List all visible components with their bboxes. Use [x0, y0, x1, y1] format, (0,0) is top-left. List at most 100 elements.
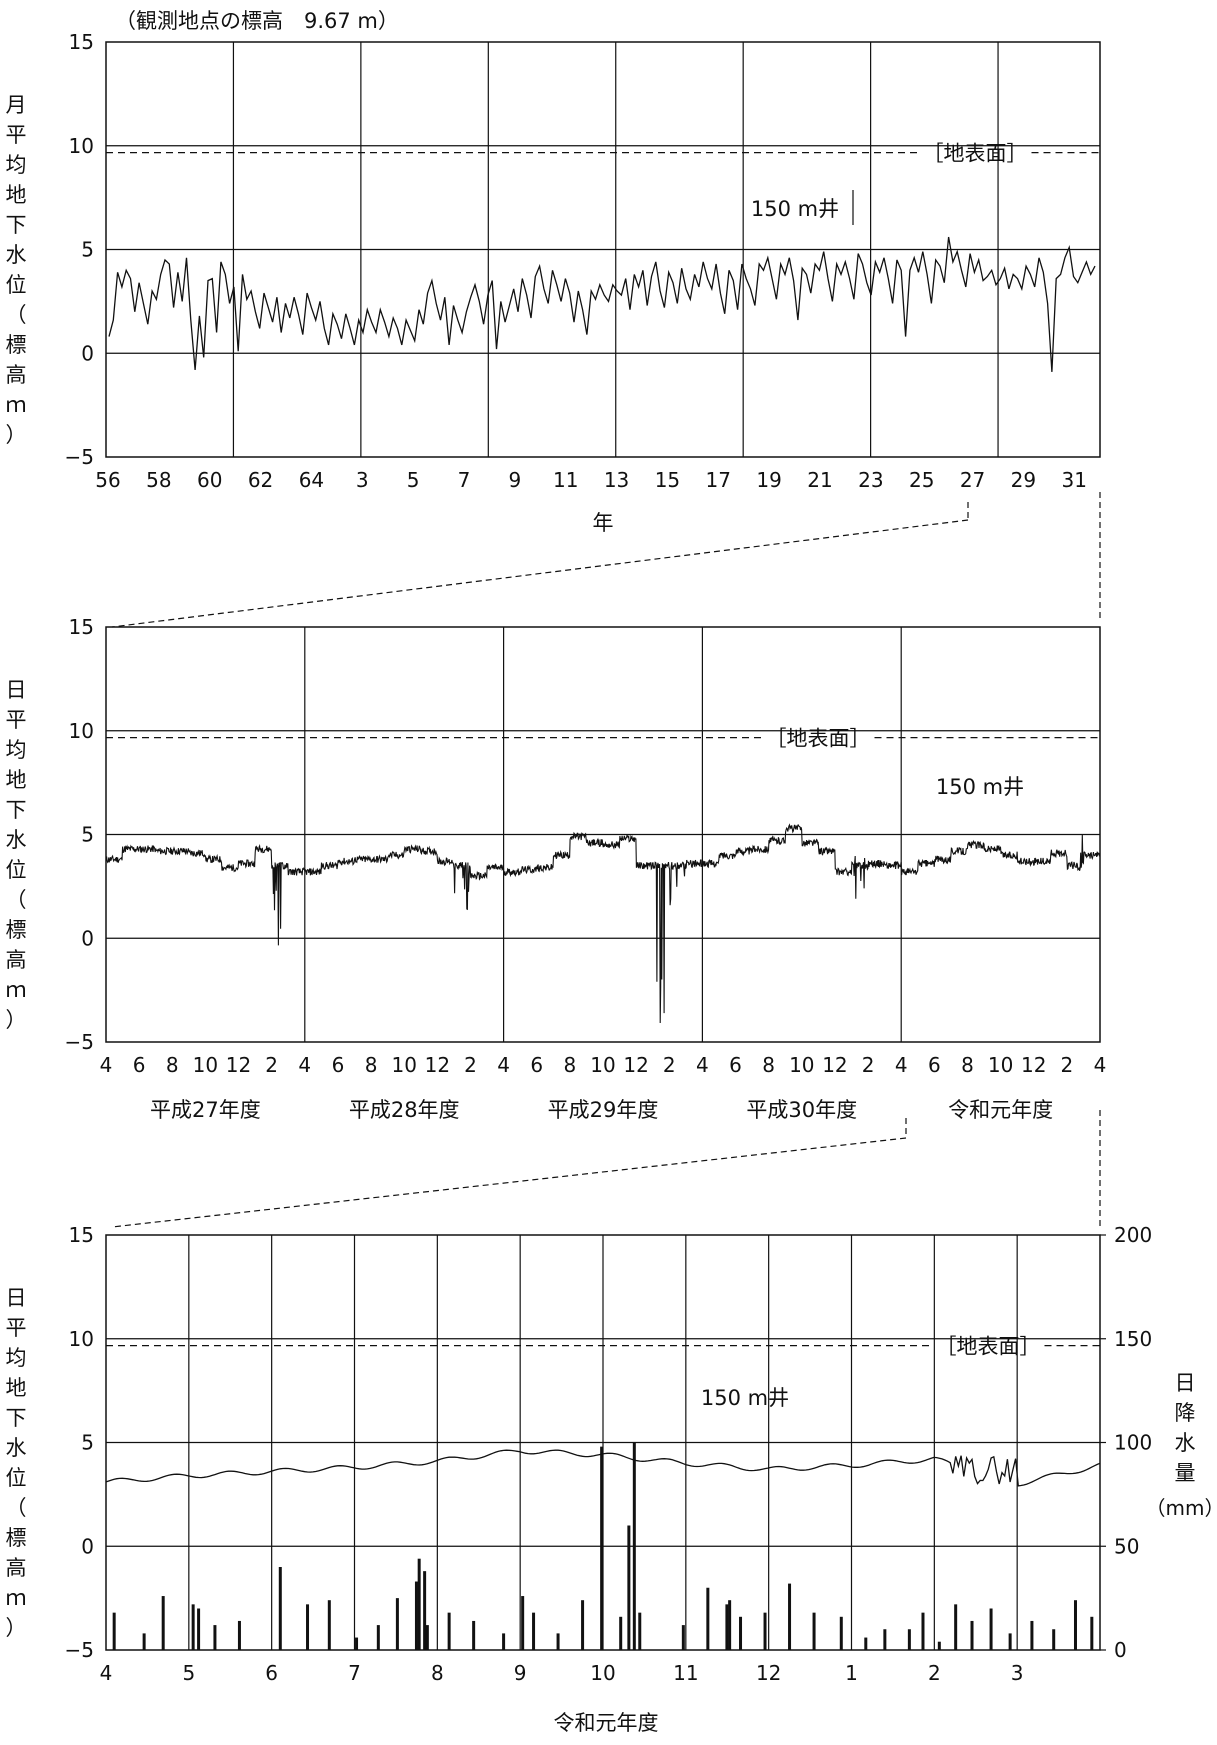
- precipitation-bar: [472, 1620, 476, 1650]
- x-tick-label: 12: [1021, 1053, 1046, 1077]
- y-axis-label-char: （: [6, 888, 27, 912]
- precipitation-bar: [376, 1625, 380, 1650]
- precipitation-bar: [521, 1596, 525, 1650]
- y-axis-label-char: 位: [6, 858, 27, 882]
- precipitation-bar: [864, 1637, 868, 1650]
- y-axis-label-char: （: [6, 303, 27, 327]
- y-tick-label: 0: [81, 341, 94, 365]
- zoom-connector: [111, 1137, 907, 1228]
- x-tick-label: 31: [1062, 468, 1087, 492]
- y-axis-label-char: ｍ: [6, 978, 27, 1002]
- y-tick-label: 0: [81, 1534, 94, 1558]
- y2-tick-label: 0: [1114, 1638, 1127, 1662]
- precipitation-bar: [142, 1633, 146, 1650]
- y-axis-label-char: 平: [6, 123, 27, 147]
- y-axis-label-char: 平: [6, 1316, 27, 1340]
- x-tick-label: 8: [365, 1053, 378, 1077]
- x-tick-label: 4: [100, 1661, 113, 1685]
- x-tick-label: 10: [391, 1053, 416, 1077]
- y-tick-label: 5: [81, 238, 94, 262]
- y-tick-label: 10: [69, 719, 94, 743]
- x-tick-label: 1: [845, 1661, 858, 1685]
- fiscal-year-label: 平成30年度: [746, 1098, 857, 1122]
- y-axis-label-char: 均: [6, 1346, 27, 1370]
- ground-surface-label: ［地表面］: [923, 142, 1028, 166]
- x-tick-label: 12: [822, 1053, 847, 1077]
- precipitation-bar: [954, 1604, 958, 1650]
- x-tick-label: 12: [756, 1661, 781, 1685]
- x-tick-label: 4: [895, 1053, 908, 1077]
- precipitation-bar: [355, 1637, 359, 1650]
- fiscal-year-label: 平成27年度: [150, 1098, 261, 1122]
- x-tick-label: 11: [673, 1661, 698, 1685]
- y-axis-label-char: 高: [6, 1556, 27, 1580]
- precipitation-bar: [1090, 1616, 1094, 1650]
- x-tick-label: 5: [182, 1661, 195, 1685]
- well-label: 150 m井: [936, 775, 1024, 799]
- y-tick-label: 5: [81, 823, 94, 847]
- y-axis-label-char: 地: [6, 768, 27, 792]
- x-tick-label: 2: [928, 1661, 941, 1685]
- precipitation-bar: [907, 1629, 911, 1650]
- precipitation-bar: [417, 1558, 421, 1650]
- x-tick-label: 17: [706, 468, 731, 492]
- y-axis-label-char: 水: [6, 1436, 27, 1460]
- fiscal-year-label: 平成29年度: [548, 1098, 659, 1122]
- y-axis-label-char: 均: [6, 153, 27, 177]
- precipitation-bar: [191, 1604, 195, 1650]
- precipitation-bar: [395, 1598, 399, 1650]
- x-tick-label: 2: [862, 1053, 875, 1077]
- zoom-connector: [111, 519, 969, 628]
- precipitation-bar: [921, 1612, 925, 1650]
- x-tick-label: 4: [298, 1053, 311, 1077]
- precipitation-bar: [112, 1612, 116, 1650]
- x-tick-label: 9: [508, 468, 521, 492]
- x-tick-label: 10: [193, 1053, 218, 1077]
- x-tick-label: 8: [961, 1053, 974, 1077]
- station-elevation-label: （観測地点の標高 9.67 m）: [115, 9, 399, 33]
- y-axis-label-char: 均: [6, 738, 27, 762]
- x-tick-label: 8: [166, 1053, 179, 1077]
- x-tick-label: 2: [1060, 1053, 1073, 1077]
- y-axis-label-char: （: [6, 1496, 27, 1520]
- y-axis-label-char: 月: [6, 93, 27, 117]
- y2-tick-label: 100: [1114, 1431, 1152, 1455]
- y-axis-label-char: 標: [6, 1526, 27, 1550]
- x-tick-label: 4: [696, 1053, 709, 1077]
- y-axis-label-char: 地: [6, 1376, 27, 1400]
- well-label: 150 m井: [751, 197, 839, 221]
- x-tick-label: 8: [563, 1053, 576, 1077]
- x-tick-label: 6: [729, 1053, 742, 1077]
- precipitation-bar: [1030, 1620, 1034, 1650]
- x-tick-label: 8: [762, 1053, 775, 1077]
- y-tick-label: −5: [65, 1030, 94, 1054]
- precipitation-bar: [278, 1567, 282, 1650]
- x-tick-label: 6: [133, 1053, 146, 1077]
- precipitation-bar: [883, 1629, 887, 1650]
- x-tick-label: 60: [197, 468, 222, 492]
- precipitation-bar: [763, 1612, 767, 1650]
- y2-axis-label-char: 量: [1175, 1461, 1196, 1485]
- precipitation-bar: [627, 1525, 631, 1650]
- precipitation-bar: [725, 1604, 729, 1650]
- y-tick-label: −5: [65, 1638, 94, 1662]
- precipitation-bar: [812, 1612, 816, 1650]
- y2-tick-label: 200: [1114, 1223, 1152, 1247]
- y-axis-label-char: 平: [6, 708, 27, 732]
- x-tick-label: 6: [332, 1053, 345, 1077]
- y-axis-label-char: 下: [6, 213, 27, 237]
- y-tick-label: 5: [81, 1431, 94, 1455]
- y-axis-label-char: 下: [6, 1406, 27, 1430]
- x-tick-label: 56: [95, 468, 120, 492]
- precipitation-bar: [739, 1616, 743, 1650]
- x-tick-label: 29: [1011, 468, 1036, 492]
- x-tick-label: 13: [604, 468, 629, 492]
- x-tick-label: 19: [756, 468, 781, 492]
- y2-axis-label-char: 降: [1175, 1401, 1196, 1425]
- x-tick-label: 10: [789, 1053, 814, 1077]
- y-axis-label-char: ｍ: [6, 393, 27, 417]
- precipitation-bar: [839, 1616, 843, 1650]
- y-axis-label-char: ）: [6, 1616, 27, 1640]
- y-axis-label-char: 日: [6, 1286, 27, 1310]
- x-tick-label: 4: [100, 1053, 113, 1077]
